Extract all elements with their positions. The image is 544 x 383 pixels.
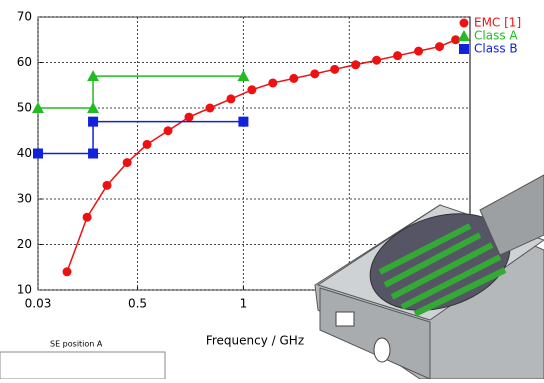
y-tick-label: 10 — [17, 283, 32, 297]
inset: SE position A — [0, 340, 166, 380]
y-tick-label: 30 — [17, 192, 32, 206]
x-tick-label: 0.5 — [128, 297, 147, 311]
device-image — [314, 174, 544, 380]
point — [163, 126, 173, 136]
point — [102, 180, 112, 190]
point — [88, 148, 99, 159]
point — [268, 78, 278, 88]
legend-marker — [459, 18, 469, 28]
point — [226, 94, 236, 104]
point — [414, 46, 424, 56]
point — [87, 70, 100, 82]
series-line — [38, 120, 244, 155]
point — [122, 158, 132, 168]
y-tick-label: 40 — [17, 146, 32, 160]
x-axis-label: Frequency / GHz — [206, 334, 304, 348]
point — [310, 69, 320, 79]
point — [82, 212, 92, 222]
y-tick-label: 20 — [17, 237, 32, 251]
legend-label: EMC [1] — [474, 16, 521, 30]
inset-title: SE position A — [50, 340, 103, 349]
point — [32, 102, 44, 113]
x-tick-label: 0.03 — [25, 297, 52, 311]
y-tick-label: 50 — [17, 101, 32, 115]
point — [237, 70, 250, 82]
point — [393, 51, 403, 61]
series-line — [38, 75, 244, 109]
point — [184, 112, 194, 122]
y-tick-label: 70 — [17, 10, 32, 24]
point — [142, 139, 152, 149]
point — [238, 116, 249, 127]
legend-label: Class B — [474, 42, 518, 56]
point — [88, 116, 99, 127]
point — [435, 42, 445, 52]
legend-marker — [459, 44, 469, 54]
legend-marker — [458, 30, 470, 41]
point — [351, 60, 361, 70]
point — [289, 73, 299, 83]
point — [87, 102, 100, 113]
point — [205, 103, 215, 113]
inset-frame — [0, 351, 166, 380]
point — [33, 148, 43, 159]
point — [451, 35, 461, 45]
y-tick-label: 60 — [17, 55, 32, 69]
point — [372, 55, 382, 65]
point — [62, 267, 72, 277]
legend-label: Class A — [474, 29, 518, 43]
point — [247, 85, 257, 95]
x-tick-label: 1 — [240, 297, 248, 311]
point — [330, 64, 340, 74]
